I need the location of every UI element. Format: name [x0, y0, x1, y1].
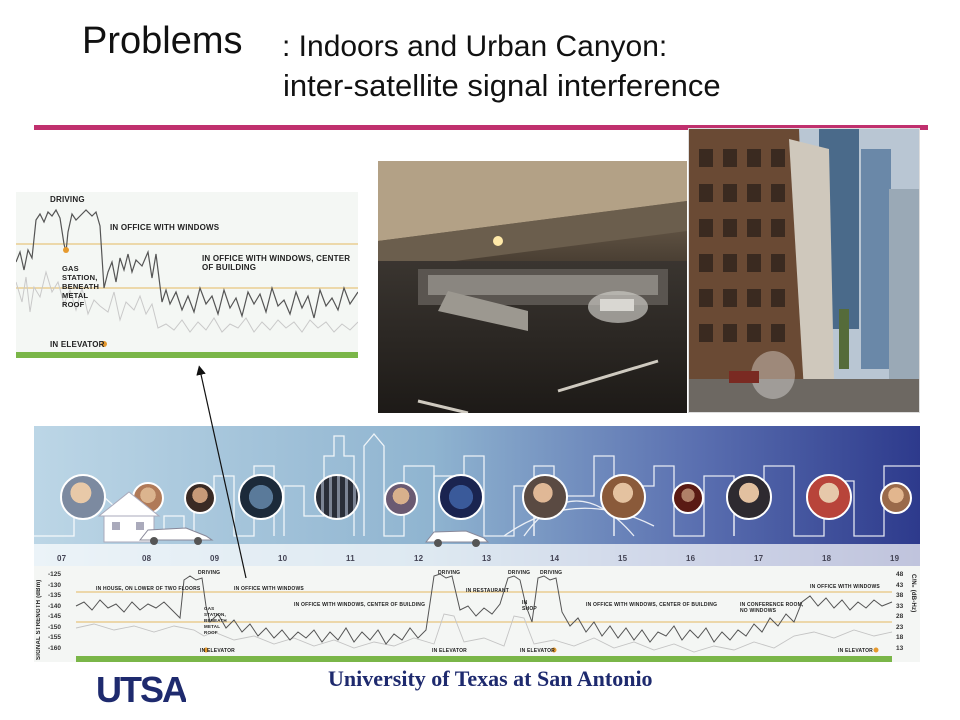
timeline-banner: 07 08 09 10 11 12 13 14 15 16 17 18 19 — [34, 426, 920, 566]
label-restaurant: IN RESTAURANT — [466, 588, 510, 594]
parking-garage-photo — [378, 161, 687, 413]
inset-label-gas-station: GAS STATION, BENEATH METAL ROOF — [62, 264, 100, 309]
vignette-person-phone — [184, 482, 216, 514]
hour-08: 08 — [142, 554, 152, 563]
signal-chart-graphic — [75, 573, 893, 662]
car-icon-2 — [424, 530, 490, 547]
slide-title-prefix: Problems — [82, 20, 243, 62]
inset-label-office-windows: IN OFFICE WITH WINDOWS — [110, 223, 220, 232]
label-office-center-1: IN OFFICE WITH WINDOWS, CENTER OF BUILDI… — [294, 602, 426, 608]
vignette-person-laptop — [806, 474, 852, 520]
label-elevator-4: IN ELEVATOR — [838, 648, 873, 654]
right-axis-label: C/N₀ (dB-Hz) — [910, 574, 916, 613]
label-driving-2: DRIVING — [438, 570, 461, 576]
left-axis-label: SIGNAL STRENGTH (dBm) — [36, 579, 42, 660]
title-divider — [34, 125, 928, 130]
hour-14: 14 — [550, 554, 560, 563]
hour-10: 10 — [278, 554, 288, 563]
slide-title-line1: : Indoors and Urban Canyon: — [282, 30, 668, 63]
hour-19: 19 — [890, 554, 900, 563]
vignette-person-conference — [726, 474, 772, 520]
inset-dark-trace — [16, 208, 358, 319]
label-conference-room: IN CONFERENCE ROOM, NO WINDOWS — [740, 602, 804, 614]
hour-07: 07 — [57, 554, 67, 563]
inset-marker-gas — [63, 247, 69, 253]
hour-15: 15 — [618, 554, 628, 563]
vignette-car-driving — [238, 474, 284, 520]
label-office-windows-2: IN OFFICE WITH WINDOWS — [810, 584, 880, 590]
inset-label-driving: DRIVING — [50, 195, 85, 204]
hour-09: 09 — [210, 554, 220, 563]
hour-18: 18 — [822, 554, 832, 563]
vignette-person-meeting — [438, 474, 484, 520]
car-icon-1 — [138, 527, 214, 545]
utsa-logo: UTSA — [96, 669, 186, 708]
label-driving-4: DRIVING — [540, 570, 563, 576]
inset-chart-graphic — [16, 208, 358, 358]
slide-title-line2: inter-satellite signal interference — [283, 68, 721, 103]
right-ticks: 48 43 38 33 28 23 18 13 — [896, 571, 904, 652]
vignette-person-restaurant — [522, 474, 568, 520]
signal-dark-trace — [75, 573, 893, 645]
label-driving-3: DRIVING — [508, 570, 531, 576]
label-elevator-1: IN ELEVATOR — [200, 648, 235, 654]
label-shop: IN SHOP — [522, 600, 537, 612]
vignette-people-shopping — [600, 474, 646, 520]
hour-17: 17 — [754, 554, 764, 563]
label-elevator-3: IN ELEVATOR — [520, 648, 555, 654]
inset-baseline-bar — [16, 352, 358, 358]
vignette-office-building — [314, 474, 360, 520]
vignette-person-desk — [384, 482, 418, 516]
label-office-center-2: IN OFFICE WITH WINDOWS, CENTER OF BUILDI… — [586, 602, 718, 608]
hour-11: 11 — [346, 554, 355, 563]
inset-label-office-center: IN OFFICE WITH WINDOWS, CENTER OF BUILDI… — [202, 254, 351, 272]
hour-12: 12 — [414, 554, 424, 563]
left-ticks: -125 -130 -135 -140 -145 -150 -155 -160 — [48, 571, 62, 652]
label-office-windows-1: IN OFFICE WITH WINDOWS — [234, 586, 304, 592]
hour-13: 13 — [482, 554, 492, 563]
hour-16: 16 — [686, 554, 696, 563]
vignette-person-dark — [672, 482, 704, 514]
inset-marker-elevator — [101, 341, 107, 347]
label-house: IN HOUSE, ON LOWER OF TWO FLOORS — [96, 586, 201, 592]
label-driving-1: DRIVING — [198, 570, 221, 576]
label-gas-station: GAS STATION, BENEATH METAL ROOF — [204, 606, 227, 635]
urban-canyon-photo — [688, 128, 920, 413]
signal-gray-trace — [75, 613, 893, 653]
inset-gray-trace — [16, 270, 358, 333]
utsa-logo-text: UTSA — [96, 669, 186, 708]
signal-baseline-bar — [76, 656, 892, 662]
vignette-person-house — [60, 474, 106, 520]
signal-strength-chart: SIGNAL STRENGTH (dBm) C/N₀ (dB-Hz) -125-… — [34, 566, 920, 662]
vignette-person-evening — [880, 482, 912, 514]
inset-label-elevator: IN ELEVATOR — [50, 340, 105, 349]
label-elevator-2: IN ELEVATOR — [432, 648, 467, 654]
inset-signal-chart: DRIVING IN OFFICE WITH WINDOWS IN OFFICE… — [16, 192, 358, 358]
footer-university-name: University of Texas at San Antonio — [328, 666, 653, 691]
